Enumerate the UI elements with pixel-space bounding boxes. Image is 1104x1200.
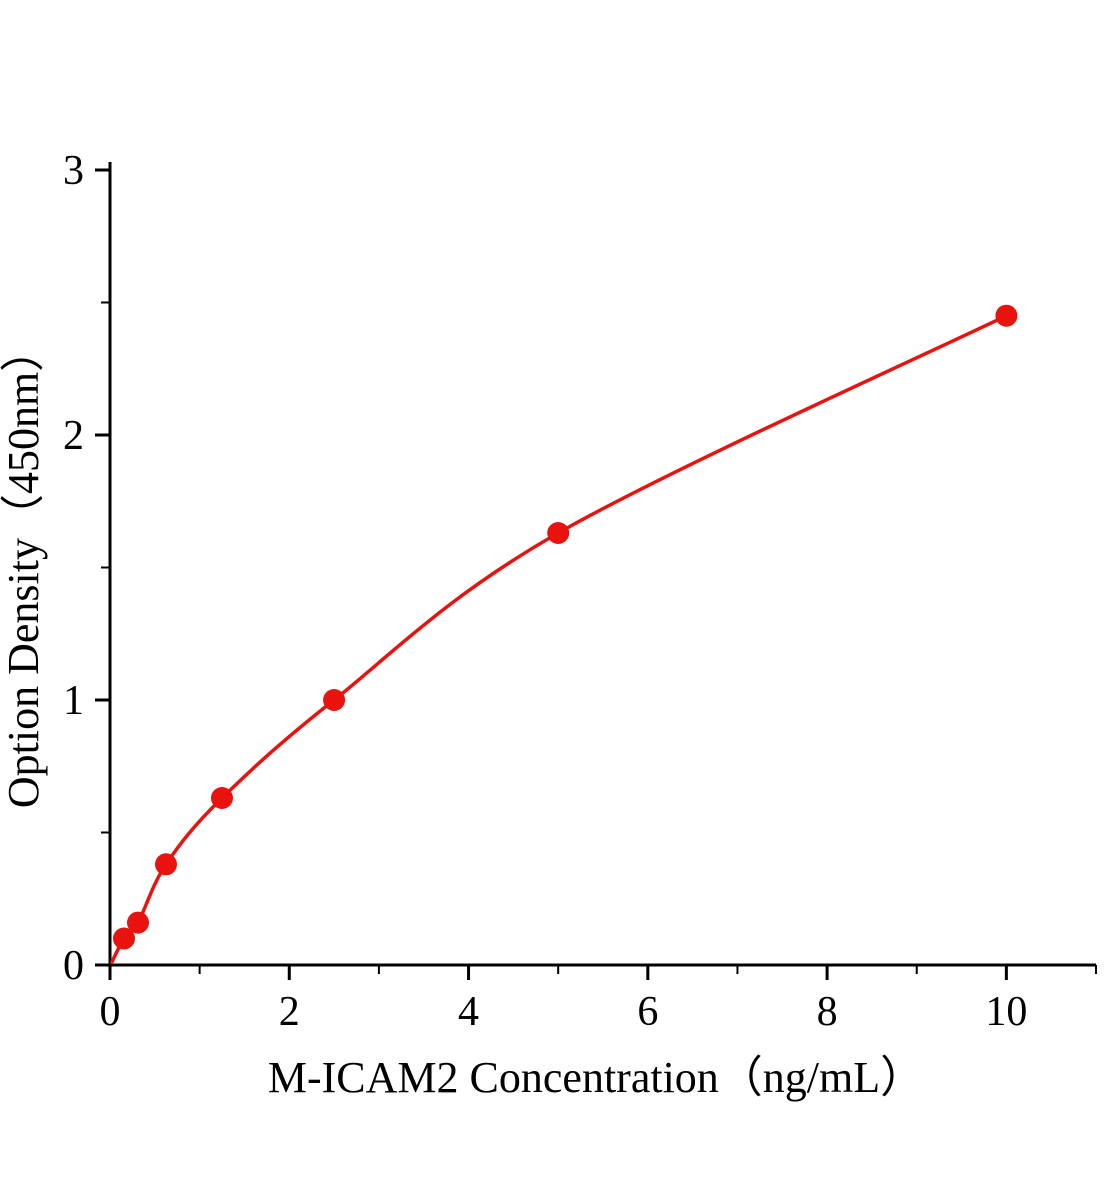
- x-tick-label: 0: [100, 989, 121, 1035]
- x-axis-title: M-ICAM2 Concentration（ng/mL）: [268, 1053, 924, 1102]
- series-group: [110, 304, 1018, 965]
- x-tick-label: 4: [458, 989, 479, 1035]
- x-tick-label: 10: [985, 989, 1027, 1035]
- axis-lines: [108, 162, 1096, 967]
- fit-curve: [110, 313, 1009, 965]
- y-tick-label: 2: [63, 413, 84, 459]
- x-tick-label: 8: [817, 989, 838, 1035]
- y-tick-label: 1: [63, 678, 84, 724]
- data-point: [113, 927, 135, 950]
- x-tick-label: 6: [637, 989, 658, 1035]
- axes-group: 0 2 4 6 8 10 0 1 2 3: [63, 148, 1097, 1035]
- y-axis-title: Option Density（450nm）: [0, 328, 48, 808]
- x-tick-label: 2: [279, 989, 300, 1035]
- data-point: [995, 304, 1018, 327]
- data-point: [547, 522, 570, 544]
- data-point: [127, 911, 149, 934]
- data-point: [211, 787, 233, 809]
- data-point: [323, 689, 346, 711]
- y-tick-label: 0: [63, 943, 84, 989]
- data-point: [155, 853, 177, 876]
- y-tick-label: 3: [63, 148, 84, 194]
